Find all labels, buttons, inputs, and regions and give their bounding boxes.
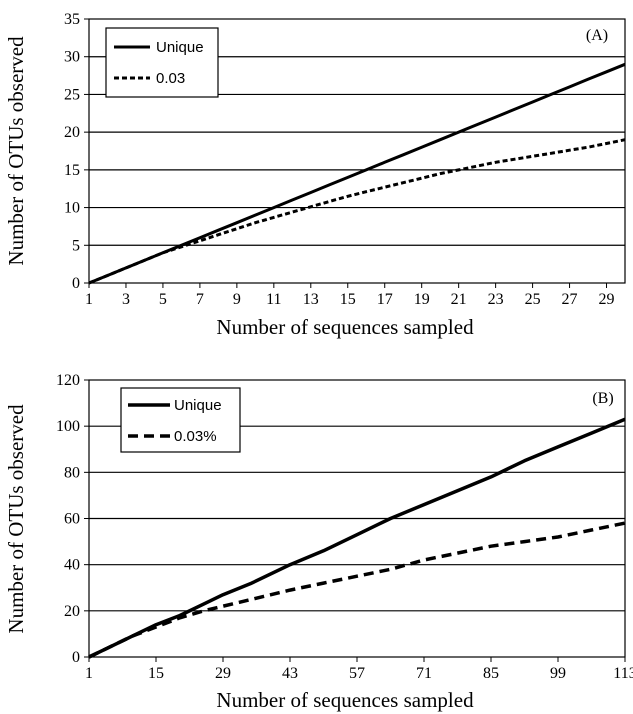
panel-a-legend: Unique 0.03 [105, 27, 219, 98]
panel-a-x-tick-label: 5 [159, 291, 167, 308]
panel-a-x-tick-label: 9 [233, 291, 241, 308]
panel-a-x-tick-label: 21 [451, 291, 467, 308]
panel-b-y-tick-label: 40 [64, 557, 80, 574]
panel-b-y-ticks: 0 20 40 60 80 100 120 [56, 372, 89, 666]
panel-b-series-003-line [88, 521, 626, 659]
panel-b: 0 20 40 60 80 100 120 1 15 29 43 57 71 85 99 113 Numbe… [4, 372, 633, 712]
panel-a-x-tick-label: 3 [122, 291, 130, 308]
panel-a-y-tick-label: 15 [64, 162, 80, 179]
panel-a-y-tick-label: 5 [72, 237, 80, 254]
panel-b-y-axis-label: Number of OTUs observed [4, 404, 28, 634]
panel-a-series [88, 62, 626, 285]
panel-a-y-tick-label: 10 [64, 200, 80, 217]
panel-b-y-tick-label: 120 [56, 372, 80, 389]
panel-b-y-tick-label: 60 [64, 511, 80, 528]
panel-a-x-tick-label: 27 [562, 291, 578, 308]
panel-a-x-ticks: 1 3 5 7 9 11 13 15 17 19 21 23 25 27 29 [85, 283, 615, 308]
panel-b-x-tick-label: 85 [483, 665, 499, 682]
panel-a-legend-label-003: 0.03 [156, 70, 185, 87]
panel-a-x-tick-label: 17 [377, 291, 393, 308]
panel-b-legend-box [120, 387, 241, 453]
panel-b-x-ticks: 1 15 29 43 57 71 85 99 113 [85, 657, 633, 682]
panel-b-series [88, 417, 626, 659]
panel-a-x-tick-label: 25 [525, 291, 541, 308]
panel-a-legend-label-unique: Unique [156, 39, 204, 56]
panel-a-series-003-line [88, 138, 626, 285]
panel-b-y-tick-label: 0 [72, 649, 80, 666]
panel-a-y-tick-label: 30 [64, 49, 80, 66]
panel-a-x-tick-label: 11 [266, 291, 281, 308]
panel-a-x-tick-label: 7 [196, 291, 204, 308]
panel-b-y-tick-label: 80 [64, 464, 80, 481]
panel-a-x-tick-label: 1 [85, 291, 93, 308]
panel-b-y-tick-label: 20 [64, 603, 80, 620]
panel-a-legend-box [105, 27, 219, 98]
panel-a-x-tick-label: 13 [303, 291, 319, 308]
panel-b-x-tick-label: 99 [550, 665, 566, 682]
panel-b-legend: Unique 0.03% [120, 387, 241, 453]
panel-b-x-tick-label: 57 [349, 665, 365, 682]
panel-b-y-tick-label: 100 [56, 418, 80, 435]
panel-b-x-tick-label: 71 [416, 665, 432, 682]
panel-a-x-tick-label: 15 [340, 291, 356, 308]
panel-b-x-tick-label: 43 [282, 665, 298, 682]
panel-b-x-tick-label: 15 [148, 665, 164, 682]
panel-b-x-tick-label: 29 [215, 665, 231, 682]
panel-a-x-tick-label: 29 [599, 291, 615, 308]
panel-b-x-axis-label: Number of sequences sampled [216, 688, 474, 712]
panel-a-x-tick-label: 23 [488, 291, 504, 308]
panel-a-y-tick-label: 20 [64, 124, 80, 141]
panel-b-label: (B) [592, 390, 613, 407]
panel-a-y-tick-label: 25 [64, 86, 80, 103]
panel-a-y-tick-label: 0 [72, 275, 80, 292]
panel-a-y-axis-label: Number of OTUs observed [4, 36, 28, 266]
panel-a-y-ticks: 0 5 10 15 20 25 30 35 [64, 11, 89, 292]
panel-b-legend-label-unique: Unique [174, 397, 222, 414]
panel-a-x-axis-label: Number of sequences sampled [216, 315, 474, 339]
panel-b-series-unique-line [88, 417, 626, 659]
panel-a-label: (A) [586, 27, 608, 44]
panel-b-x-tick-label: 1 [85, 665, 93, 682]
panel-a-y-tick-label: 35 [64, 11, 80, 28]
panel-b-x-tick-label: 113 [613, 665, 633, 682]
panel-a-plot-frame [88, 18, 626, 284]
panel-b-legend-label-003: 0.03% [174, 428, 217, 445]
panel-a-x-tick-label: 19 [414, 291, 430, 308]
